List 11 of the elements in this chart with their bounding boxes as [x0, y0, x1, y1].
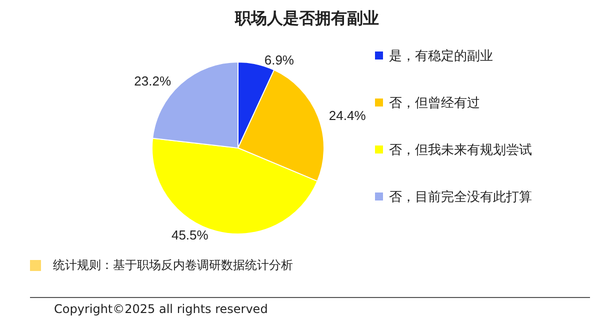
chart-title: 职场人是否拥有副业: [234, 10, 379, 28]
data-label: 23.2%: [134, 73, 172, 88]
data-label: 24.4%: [328, 108, 366, 123]
legend-label: 否，目前完全没有此打算: [389, 189, 532, 204]
data-label: 6.9%: [264, 52, 294, 68]
legend-label: 否，但我未来有规划尝试: [389, 142, 532, 157]
data-label: 45.5%: [171, 228, 209, 243]
text: Copyright©2025 all rights reserved: [54, 302, 268, 316]
legend-label: 是，有稳定的副业: [389, 48, 493, 63]
text: 统计规则：基于职场反内卷调研数据统计分析: [53, 256, 293, 274]
legend-label: 否，但曾经有过: [389, 95, 480, 110]
